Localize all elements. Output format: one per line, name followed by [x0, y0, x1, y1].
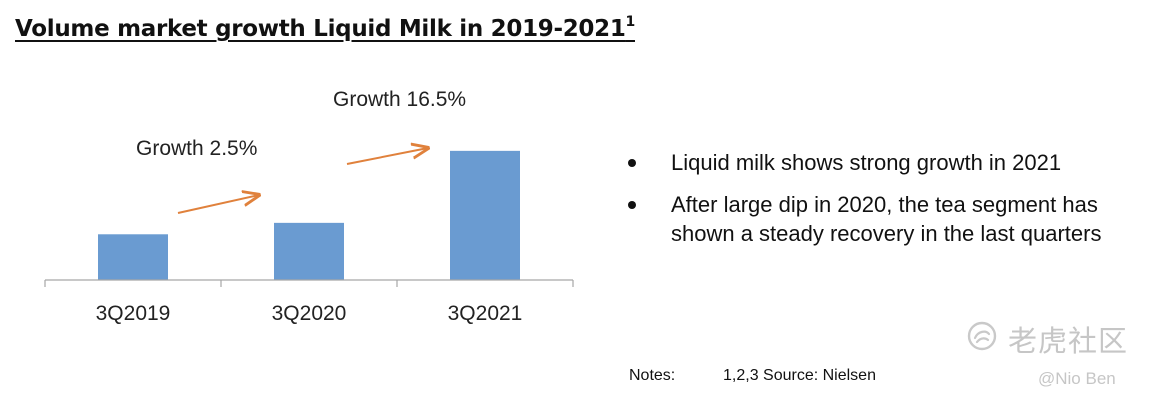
bullet-item: After large dip in 2020, the tea segment… — [628, 190, 1133, 248]
bar-3q2019 — [98, 234, 168, 280]
x-tick-label: 3Q2021 — [448, 302, 523, 325]
bullet-text: After large dip in 2020, the tea segment… — [671, 192, 1102, 246]
bar-chart: 3Q2019 3Q2020 3Q2021 Growth 2.5% Growth 16… — [44, 88, 574, 325]
bar-3q2021 — [450, 150, 520, 280]
bar-3q2020 — [274, 222, 344, 280]
bullet-dot — [628, 159, 636, 167]
bullet-dot — [628, 201, 636, 209]
chart-title: Volume market growth Liquid Milk in 2019… — [15, 14, 635, 42]
bullet-list: Liquid milk shows strong growth in 2021 … — [628, 148, 1133, 261]
growth-label-1: Growth 2.5% — [136, 137, 257, 160]
bullet-item: Liquid milk shows strong growth in 2021 — [628, 148, 1133, 177]
chart-title-text: Volume market growth Liquid Milk in 2019… — [15, 16, 626, 42]
x-tick-label: 3Q2019 — [96, 302, 171, 325]
notes-label: Notes: — [629, 367, 676, 384]
growth-arrow-2 — [346, 148, 428, 165]
tiger-logo-icon — [967, 321, 997, 351]
watermark-brand: 老虎社区 — [1008, 324, 1129, 358]
growth-arrow-1 — [177, 195, 259, 214]
bullet-text: Liquid milk shows strong growth in 2021 — [671, 150, 1062, 175]
growth-label-2: Growth 16.5% — [333, 88, 466, 111]
title-footnote-marker: 1 — [625, 14, 636, 30]
x-tick-label: 3Q2020 — [272, 302, 347, 325]
watermark-user: @Nio Ben — [1038, 369, 1116, 388]
notes-source: 1,2,3 Source: Nielsen — [723, 367, 876, 384]
